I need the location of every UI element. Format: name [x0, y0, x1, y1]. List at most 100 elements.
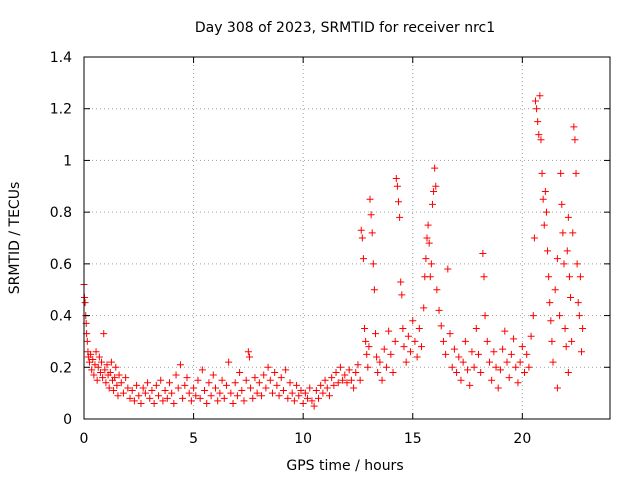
- data-point: [130, 397, 138, 405]
- data-point: [295, 392, 303, 400]
- x-axis-label: GPS time / hours: [286, 458, 403, 474]
- data-point: [470, 363, 478, 371]
- data-point: [553, 384, 561, 392]
- data-point: [400, 343, 408, 351]
- data-point: [260, 371, 268, 379]
- data-point: [356, 376, 364, 384]
- data-point: [423, 234, 431, 242]
- x-tick-label: 0: [80, 431, 89, 447]
- data-point: [258, 392, 266, 400]
- data-point: [102, 379, 110, 387]
- data-point: [574, 299, 582, 307]
- data-point: [144, 379, 152, 387]
- data-point: [150, 399, 158, 407]
- data-point: [433, 286, 441, 294]
- data-point: [255, 379, 263, 387]
- data-point: [266, 376, 274, 384]
- data-point: [98, 358, 106, 366]
- data-point: [268, 389, 276, 397]
- data-point: [431, 164, 439, 172]
- data-point: [148, 387, 156, 395]
- data-point: [418, 343, 426, 351]
- plot-frame: [83, 56, 611, 420]
- data-point: [507, 350, 515, 358]
- data-point: [122, 374, 130, 382]
- data-point: [279, 387, 287, 395]
- data-point: [334, 379, 342, 387]
- data-point: [170, 399, 178, 407]
- data-point: [192, 392, 200, 400]
- data-point: [539, 195, 547, 203]
- grid-lines: [84, 57, 610, 419]
- data-point: [220, 394, 228, 402]
- data-point: [453, 368, 461, 376]
- data-point: [521, 368, 529, 376]
- data-point: [572, 169, 580, 177]
- data-point: [225, 358, 233, 366]
- x-tick-label: 15: [404, 431, 422, 447]
- data-point: [179, 394, 187, 402]
- data-point: [531, 97, 539, 105]
- data-point: [385, 327, 393, 335]
- data-point: [536, 92, 544, 100]
- data-point: [99, 374, 107, 382]
- data-point: [312, 387, 320, 395]
- data-point: [425, 239, 433, 247]
- data-point: [249, 394, 257, 402]
- data-point: [218, 376, 226, 384]
- data-point: [382, 363, 390, 371]
- data-point: [559, 229, 567, 237]
- data-point: [297, 387, 305, 395]
- data-point: [435, 306, 443, 314]
- data-point: [207, 392, 215, 400]
- data-point: [325, 392, 333, 400]
- data-point: [530, 234, 538, 242]
- data-point: [198, 366, 206, 374]
- data-point: [534, 118, 542, 126]
- data-point: [468, 348, 476, 356]
- data-point: [236, 368, 244, 376]
- data-point: [483, 337, 491, 345]
- data-point: [242, 376, 250, 384]
- data-point: [479, 250, 487, 258]
- data-point: [216, 389, 224, 397]
- data-point: [113, 381, 121, 389]
- y-tick-label: 0.2: [50, 360, 72, 376]
- data-point: [485, 358, 493, 366]
- data-point: [328, 374, 336, 382]
- data-point: [357, 226, 365, 234]
- data-point: [549, 358, 557, 366]
- data-point: [174, 384, 182, 392]
- data-point: [205, 379, 213, 387]
- data-point: [155, 392, 163, 400]
- data-point: [139, 384, 147, 392]
- data-point: [578, 348, 586, 356]
- data-point: [110, 387, 118, 395]
- data-point: [560, 260, 568, 268]
- data-point: [159, 397, 167, 405]
- data-point: [397, 278, 405, 286]
- data-point: [514, 379, 522, 387]
- data-point: [172, 371, 180, 379]
- data-point: [209, 371, 217, 379]
- data-point: [579, 325, 587, 332]
- data-point: [152, 381, 160, 389]
- data-point: [106, 368, 114, 376]
- data-point: [562, 343, 570, 351]
- data-point: [368, 229, 376, 237]
- data-point: [389, 368, 397, 376]
- data-point: [387, 350, 395, 358]
- data-point: [201, 387, 209, 395]
- data-point: [556, 312, 564, 320]
- data-point: [571, 136, 579, 144]
- y-tick-label: 1.2: [50, 102, 72, 118]
- data-point: [395, 198, 403, 206]
- data-point: [411, 337, 419, 345]
- data-point: [548, 337, 556, 345]
- data-point: [546, 299, 554, 307]
- data-point: [392, 175, 400, 183]
- data-point: [466, 381, 474, 389]
- data-point: [557, 169, 565, 177]
- data-point: [190, 384, 198, 392]
- data-point: [398, 291, 406, 299]
